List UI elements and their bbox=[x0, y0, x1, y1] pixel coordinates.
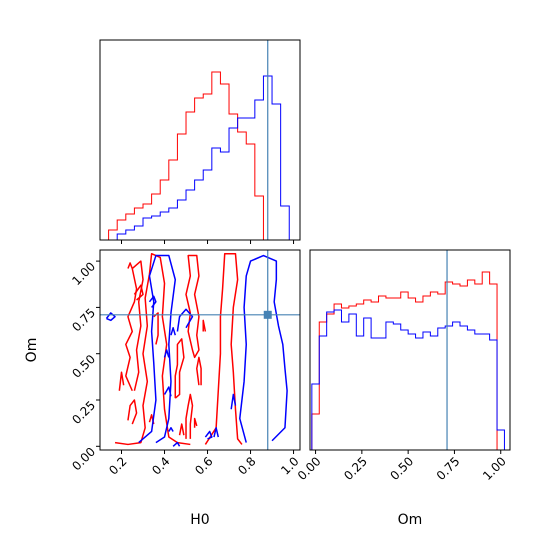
hist-h0-series-0 bbox=[100, 71, 298, 241]
x-tick-label-h0-0: 0.2 bbox=[106, 454, 129, 477]
contour-series-1-path-4 bbox=[204, 430, 213, 440]
x-tick-label-om-2: 0.50 bbox=[387, 454, 416, 483]
x-tick-label-om-1: 0.25 bbox=[341, 454, 370, 483]
y-tick-label-om-1: 0.25 bbox=[69, 398, 98, 427]
contour-series-1-path-1 bbox=[239, 254, 288, 443]
h0-histogram-panel bbox=[99, 39, 301, 244]
contour-series-0-path-7 bbox=[127, 399, 138, 425]
h0-om-contour-frame bbox=[99, 249, 301, 451]
contour-series-0-path-13 bbox=[202, 319, 207, 332]
contour-series-0-path-0 bbox=[114, 252, 191, 446]
truth-marker bbox=[263, 310, 272, 319]
x-tick-label-h0-1: 0.4 bbox=[149, 454, 172, 477]
y-tick-label-om-0: 0.00 bbox=[69, 445, 98, 474]
om-histogram-panel: 0.00 0.25 0.50 0.75 1.00 bbox=[295, 249, 511, 483]
contour-series-0-path-10 bbox=[178, 423, 185, 436]
contour-series-1-path-10 bbox=[168, 427, 174, 432]
contour-series-1-path-5 bbox=[230, 393, 237, 410]
contour-series-0-path-12 bbox=[133, 284, 144, 301]
x-tick-label-h0-3: 0.8 bbox=[235, 454, 258, 477]
y-tick-label-om-4: 1.00 bbox=[69, 259, 98, 288]
x-tick-label-om-0: 0.00 bbox=[295, 454, 324, 483]
contour-series-1-path-8 bbox=[148, 295, 157, 308]
contour-series-0-path-15 bbox=[127, 262, 133, 269]
contour-series-1-path-12 bbox=[163, 349, 170, 358]
x-tick-label-h0-2: 0.6 bbox=[192, 454, 215, 477]
contour-series-1-path-9 bbox=[172, 441, 181, 447]
contour-series-0-path-3 bbox=[185, 254, 200, 359]
contour-series-1-path-2 bbox=[176, 308, 194, 332]
y-tick-label-om-3: 0.75 bbox=[69, 306, 98, 335]
contour-series-0-path-5 bbox=[185, 393, 194, 439]
contour-series-1-path-3 bbox=[213, 427, 220, 438]
y-tick-label-om-2: 0.50 bbox=[69, 352, 98, 381]
x-tick-label-om-3: 0.75 bbox=[434, 454, 463, 483]
contour-series-1-path-6 bbox=[163, 386, 172, 397]
h0-histogram-frame bbox=[99, 39, 301, 241]
om-histogram-frame bbox=[309, 249, 511, 451]
contour-series-0-path-4 bbox=[174, 338, 185, 399]
contour-series-0-path-14 bbox=[193, 417, 198, 428]
h0-om-contour-panel: 0.2 0.4 0.6 0.8 1.00.000.250.500.751.00 bbox=[69, 249, 302, 478]
contour-series-1-path-11 bbox=[170, 327, 176, 336]
x-axis-label-h0: H0 bbox=[190, 512, 209, 528]
contour-series-0-path-6 bbox=[196, 356, 202, 386]
contour-series-0-path-9 bbox=[153, 312, 159, 345]
y-axis-label-om: Om bbox=[24, 338, 40, 363]
hist-om-series-0 bbox=[311, 271, 505, 451]
contour-series-0-path-1 bbox=[204, 252, 243, 445]
hist-h0-series-1 bbox=[100, 75, 298, 241]
contour-series-0-path-8 bbox=[118, 371, 125, 391]
contour-series-1-path-7 bbox=[105, 312, 116, 322]
contour-series-0-path-2 bbox=[125, 260, 144, 392]
x-tick-label-om-4: 1.00 bbox=[480, 454, 509, 483]
hist-om-series-1 bbox=[311, 309, 505, 450]
x-axis-label-om: Om bbox=[398, 512, 423, 528]
contour-series-1-path-0 bbox=[138, 254, 177, 444]
